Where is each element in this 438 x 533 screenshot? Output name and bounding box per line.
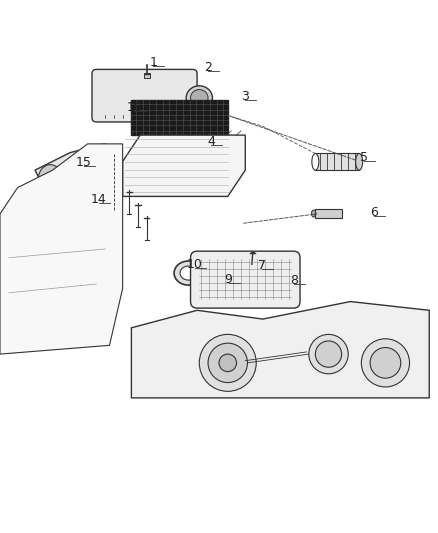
Text: 6: 6 — [371, 206, 378, 219]
Bar — [144, 73, 150, 78]
FancyBboxPatch shape — [191, 251, 300, 308]
Ellipse shape — [356, 154, 363, 170]
Bar — [315, 154, 359, 170]
Ellipse shape — [309, 334, 348, 374]
Bar — [131, 100, 228, 135]
Ellipse shape — [186, 86, 212, 110]
Text: 2: 2 — [204, 61, 212, 74]
Text: 5: 5 — [360, 151, 368, 164]
Polygon shape — [0, 144, 123, 354]
FancyBboxPatch shape — [92, 69, 197, 122]
Text: 16: 16 — [127, 101, 143, 115]
Ellipse shape — [191, 90, 208, 106]
Polygon shape — [131, 302, 429, 398]
Text: 1: 1 — [149, 56, 157, 69]
Ellipse shape — [361, 339, 410, 387]
Text: 10: 10 — [187, 258, 203, 271]
Bar — [315, 209, 342, 219]
Ellipse shape — [208, 343, 247, 383]
Text: 3: 3 — [241, 90, 249, 103]
Ellipse shape — [180, 266, 197, 280]
Ellipse shape — [312, 154, 319, 170]
Ellipse shape — [370, 348, 401, 378]
Ellipse shape — [315, 341, 342, 367]
Text: 4: 4 — [207, 135, 215, 148]
Text: 9: 9 — [225, 273, 233, 286]
Ellipse shape — [39, 165, 63, 193]
Text: 15: 15 — [76, 156, 92, 169]
Text: 14: 14 — [91, 193, 106, 206]
Polygon shape — [123, 135, 245, 197]
Ellipse shape — [174, 261, 203, 285]
Text: 7: 7 — [258, 259, 266, 272]
Ellipse shape — [219, 354, 237, 372]
Text: 8: 8 — [290, 274, 298, 287]
Polygon shape — [35, 144, 114, 188]
Ellipse shape — [199, 334, 256, 391]
Ellipse shape — [311, 210, 316, 217]
